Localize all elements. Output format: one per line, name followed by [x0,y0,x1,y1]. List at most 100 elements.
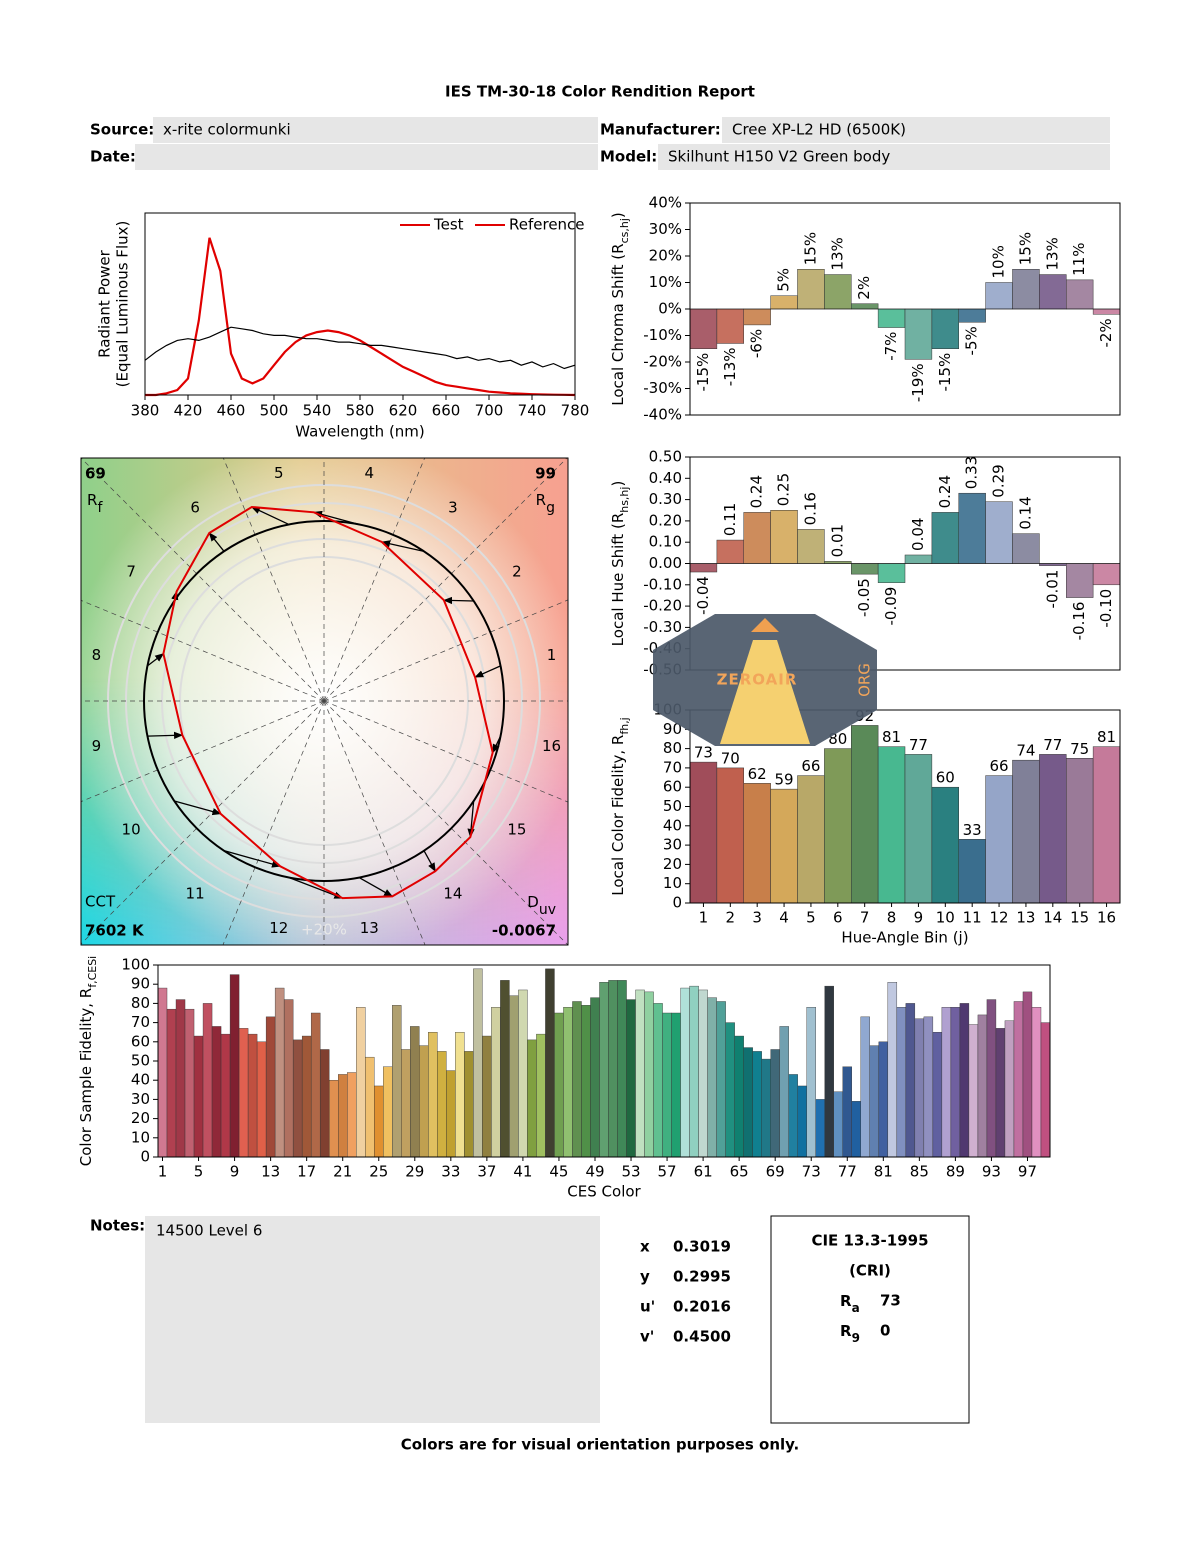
x-tick-label: 17 [297,1163,316,1181]
x-tick-label: 41 [513,1163,532,1181]
bar [985,775,1013,904]
y-tick-label: 0% [658,300,682,318]
y-tick-label: 100 [121,956,150,974]
value-label: 59 [775,771,794,789]
value-label: 2% [855,276,873,300]
bar [689,308,718,349]
bar [491,1007,501,1158]
x-tick-label: 29 [405,1163,424,1181]
duv-label: Duv [527,893,556,919]
bar [1066,563,1094,598]
value-label: -0.10 [1097,589,1115,628]
x-tick-label: 2 [726,909,736,927]
x-tick-label: 11 [963,909,982,927]
bar [383,1066,393,1158]
bar [689,563,718,573]
x-tick-label: 14 [1043,909,1062,927]
subscript: hs,hj [618,487,631,513]
cri-subtitle: (CRI) [849,1262,891,1280]
subscript: a [852,1301,860,1315]
shift-arrow [250,506,290,526]
bar [743,512,771,564]
bin-label: 5 [274,464,284,482]
y-tick-label: -40% [643,406,682,424]
bar [716,308,744,344]
bar [689,761,718,904]
colorimetry-value: 0.4500 [673,1328,731,1346]
ces-frame-pad [157,964,1051,1158]
bar [797,269,825,310]
bar [851,303,879,310]
y-tick-label: 80 [131,994,150,1012]
x-tick-label: 15 [1070,909,1089,927]
value-label: -0.09 [882,587,900,626]
x-tick-label: 620 [389,402,418,420]
bar [869,1045,880,1158]
x-tick-label: 700 [475,402,504,420]
bar [797,529,825,564]
bar [446,1070,456,1158]
bar [338,1074,348,1158]
bar [328,1079,339,1158]
bar [518,989,528,1158]
label-part: Local Hue Shift (R [609,513,627,647]
x-tick-label: 1 [158,1163,168,1181]
bar [1092,746,1121,904]
y-tick-label: -0.10 [643,575,682,593]
field-value: Cree XP-L2 HD (6500K) [732,121,906,139]
y-tick-label: 30 [131,1090,150,1108]
bar [833,1091,843,1158]
shift-arrow [423,850,436,873]
bar [995,1028,1006,1158]
label-part: R [536,491,546,509]
bar [464,1051,474,1158]
bar [247,1033,258,1158]
bar [374,1085,384,1158]
cct-value: 7602 K [85,922,145,940]
bar [1039,563,1067,566]
bar [824,985,834,1158]
bar [220,1033,231,1158]
bin-label: 10 [122,820,141,838]
value-label: -13% [721,347,739,386]
bar [1013,1001,1024,1158]
field-value: Skilhunt H150 V2 Green body [668,148,890,166]
bin-label: 15 [507,820,526,838]
bar [419,1045,429,1158]
bar [851,1101,861,1158]
x-tick-label: 57 [658,1163,677,1181]
bin-boundary [323,458,568,702]
bar [887,982,898,1158]
ring-label: +20% [301,921,347,939]
cri-symbol: Ra [840,1292,860,1315]
cri-symbol: R9 [840,1322,860,1345]
value-label: 70 [721,749,740,767]
value-label: 0.24 [748,475,766,508]
bar [958,308,986,323]
field-label: Manufacturer: [600,121,721,139]
bin-label: 9 [92,737,102,755]
x-tick-label: 65 [730,1163,749,1181]
bar [238,1028,249,1158]
y-tick-label: 0 [672,894,682,912]
y-tick-label: 60 [131,1032,150,1050]
cri-value: 73 [880,1292,901,1310]
y-tick-label: 20 [131,1109,150,1127]
label-part: ) [609,212,627,218]
x-tick-label: 460 [217,402,246,420]
bar [797,1085,807,1158]
bar [184,1008,195,1158]
colorimetry-label: y [640,1268,650,1286]
x-tick-label: 540 [303,402,332,420]
legend-label: Reference [509,216,585,234]
x-tick-label: 13 [261,1163,280,1181]
duv-value: -0.0067 [492,922,556,940]
bin-boundary [81,458,325,702]
bar [274,987,285,1158]
bar [229,974,240,1158]
bar [581,1005,591,1158]
colorimetry-label: u' [640,1298,655,1316]
value-label: -0.05 [855,578,873,617]
bin-label: 8 [92,646,102,664]
bar [716,767,744,904]
